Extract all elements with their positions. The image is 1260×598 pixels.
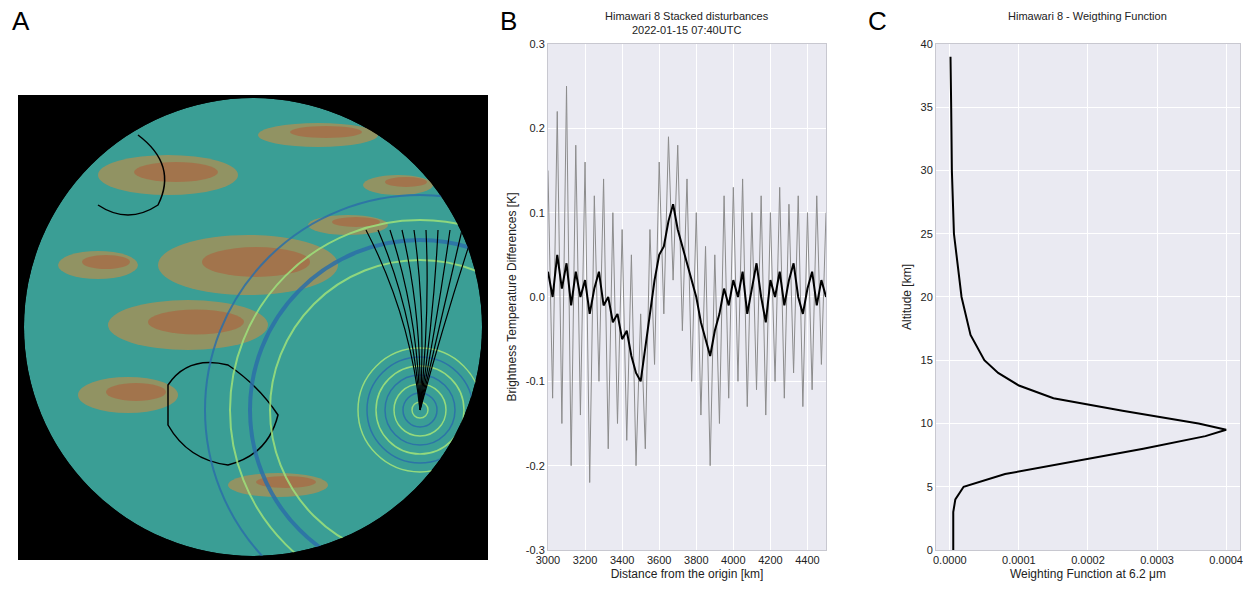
html-text:A: A (12, 6, 30, 36)
svg-text:Himawari 8 Stacked disturbance: Himawari 8 Stacked disturbances2022-01-1… (605, 10, 769, 36)
svg-text:-0.3: -0.3 (526, 544, 545, 556)
svg-text:0.0002: 0.0002 (1071, 554, 1105, 566)
svg-text:20: 20 (921, 291, 933, 303)
svg-text:25: 25 (921, 228, 933, 240)
svg-text:4000: 4000 (721, 554, 745, 566)
svg-text:Brightness Temperature Differe: Brightness Temperature Differences [K] (505, 192, 519, 401)
svg-text:15: 15 (921, 354, 933, 366)
svg-text:30: 30 (921, 164, 933, 176)
svg-text:4200: 4200 (758, 554, 782, 566)
svg-text:3000: 3000 (536, 554, 560, 566)
html-text:C: C (868, 6, 887, 36)
svg-text:Altitude [km]: Altitude [km] (900, 264, 914, 330)
svg-text:Distance from the origin [km]: Distance from the origin [km] (611, 567, 764, 581)
svg-text:10: 10 (921, 417, 933, 429)
svg-text:0.1: 0.1 (529, 207, 544, 219)
html-text:B: B (500, 6, 518, 36)
svg-text:0.0001: 0.0001 (1002, 554, 1036, 566)
svg-text:3600: 3600 (647, 554, 671, 566)
svg-text:-0.2: -0.2 (526, 460, 545, 472)
svg-text:0.3: 0.3 (529, 38, 544, 50)
svg-text:Weighting Function at 6.2 μm: Weighting Function at 6.2 μm (1010, 567, 1166, 581)
svg-text:35: 35 (921, 101, 933, 113)
svg-text:0: 0 (927, 544, 933, 556)
svg-text:0.0004: 0.0004 (1209, 554, 1243, 566)
svg-text:0.0000: 0.0000 (933, 554, 967, 566)
svg-text:4400: 4400 (795, 554, 819, 566)
svg-text:0.2: 0.2 (529, 122, 544, 134)
svg-text:0.0003: 0.0003 (1140, 554, 1174, 566)
svg-text:3800: 3800 (684, 554, 708, 566)
svg-text:3200: 3200 (573, 554, 597, 566)
svg-text:-0.1: -0.1 (526, 375, 545, 387)
svg-text:Himawari 8 - Weigthing Functio: Himawari 8 - Weigthing Function (1008, 10, 1167, 22)
svg-text:0.0: 0.0 (529, 291, 544, 303)
svg-text:5: 5 (927, 481, 933, 493)
svg-text:3400: 3400 (610, 554, 634, 566)
svg-text:40: 40 (921, 38, 933, 50)
